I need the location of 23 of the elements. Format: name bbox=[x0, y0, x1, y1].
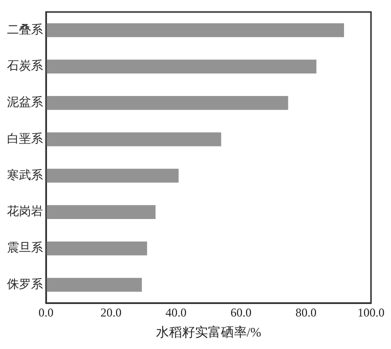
y-tick-label: 二叠系 bbox=[7, 22, 43, 36]
y-tick-label: 石炭系 bbox=[7, 58, 43, 73]
bar bbox=[46, 278, 142, 292]
y-tick-label: 寒武系 bbox=[7, 168, 43, 182]
x-tick-label: 0.0 bbox=[38, 305, 54, 320]
y-tick-label: 侏罗系 bbox=[7, 276, 43, 291]
bar bbox=[46, 132, 222, 146]
x-tick-label: 60.0 bbox=[230, 305, 252, 320]
bar bbox=[46, 60, 316, 74]
y-tick-label: 花岗岩 bbox=[7, 204, 43, 218]
bar bbox=[46, 168, 179, 183]
bar bbox=[46, 96, 288, 110]
x-tick-label: 40.0 bbox=[166, 305, 186, 320]
bar bbox=[46, 23, 344, 38]
x-tick-label: 20.0 bbox=[100, 305, 122, 320]
bar bbox=[46, 205, 156, 219]
y-tick-label: 白垩系 bbox=[7, 131, 43, 146]
bar bbox=[46, 242, 148, 256]
x-tick-label: 80.0 bbox=[296, 305, 316, 320]
x-tick-label: 100.0 bbox=[358, 305, 384, 320]
y-tick-label: 泥盆系 bbox=[7, 95, 43, 110]
y-tick-label: 震旦系 bbox=[7, 240, 43, 255]
x-axis-title: 水稻籽实富硒率/% bbox=[156, 324, 262, 340]
